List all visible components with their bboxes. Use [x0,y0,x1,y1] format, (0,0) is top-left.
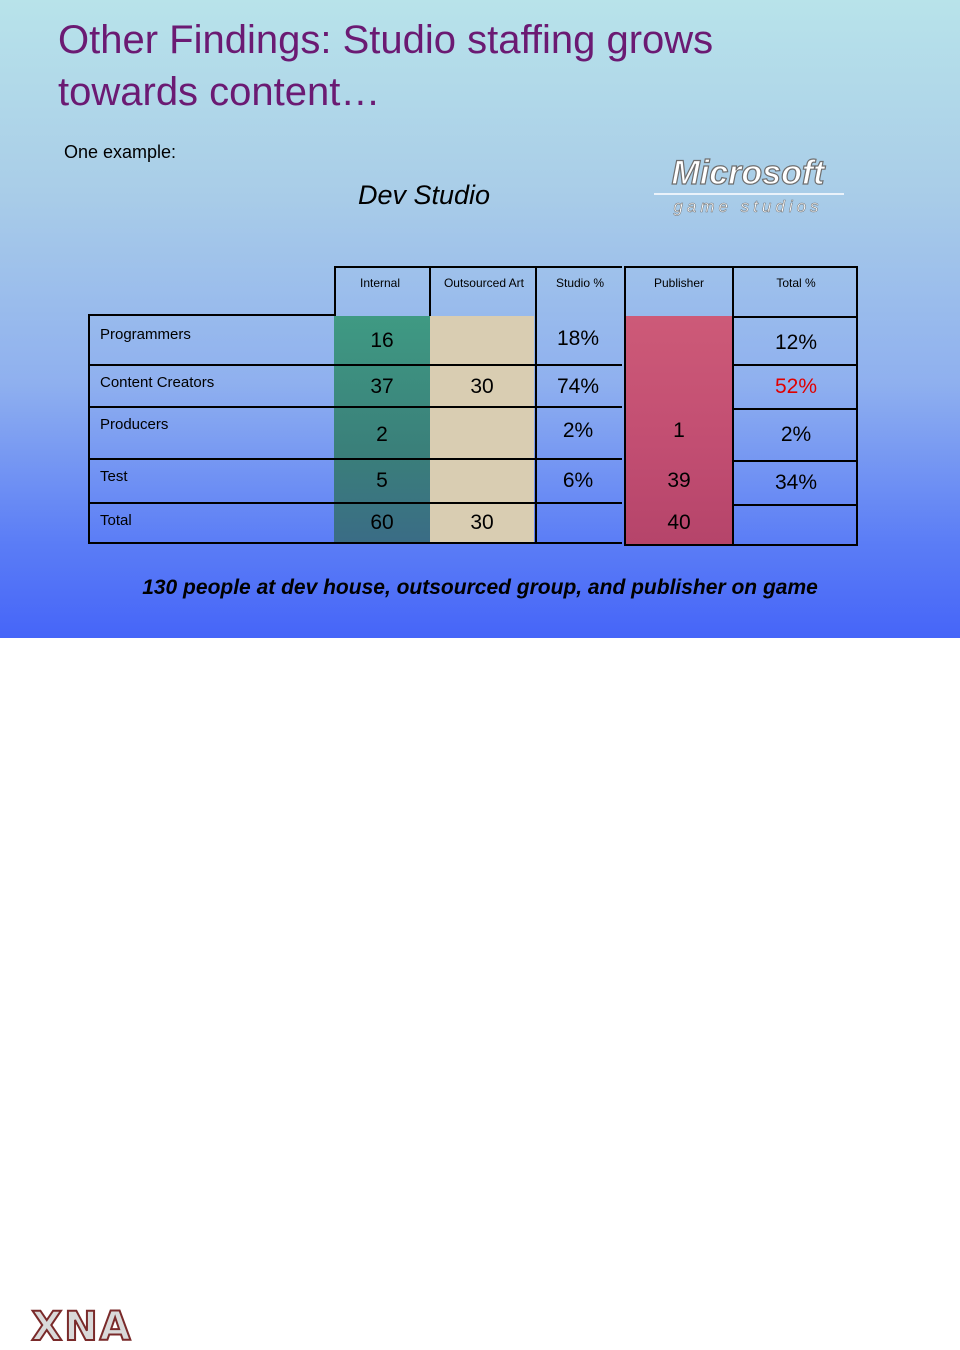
internal-total: 60 [370,511,394,534]
row-label-test: Test [100,468,128,485]
header-internal: Internal [359,276,401,290]
grid-line [88,542,622,544]
publisher-test: 39 [667,469,691,492]
grid-line [88,314,334,316]
total-pct-test: 34% [774,471,818,494]
publisher-table: Publisher Total % 1 39 40 12% 52% 2% 34% [624,266,858,546]
grid-line [734,316,858,318]
grid-line [624,544,858,546]
grid-line [88,502,622,504]
summary-caption: 130 people at dev house, outsourced grou… [142,576,818,599]
outsourced-total: 30 [470,511,494,534]
total-pct-content-creators: 52% [774,375,818,398]
header-publisher: Publisher [653,276,705,290]
microsoft-game-studios-logo: Microsoft game studios [654,153,844,216]
publisher-total: 40 [667,511,691,534]
outsourced-column-fill [430,316,534,544]
grid-line [88,314,90,544]
internal-producers: 2 [376,423,388,446]
publisher-column-fill [624,316,734,546]
logo-microsoft-text: Microsoft [672,154,827,192]
grid-line [734,460,858,462]
header-studio-pct: Studio % [555,276,605,290]
row-label-content-creators: Content Creators [100,374,215,391]
grid-line [624,266,626,546]
title-line-2: towards content… [58,70,381,114]
footer-bar: XNA [0,638,960,1350]
title-line-1: Other Findings: Studio staffing grows [58,18,714,62]
grid-line [856,266,858,546]
grid-line [334,266,336,316]
publisher-producers: 1 [673,419,685,442]
internal-test: 5 [376,469,388,492]
studio-pct-content-creators: 74% [556,375,600,398]
logo-game-studios-text: game studios [673,197,822,216]
slide-background: Other Findings: Studio staffing grows to… [0,0,960,638]
xna-logo-text: XNA [31,1304,132,1350]
grid-line [429,266,431,316]
grid-line [334,266,622,268]
internal-column-fill [334,316,430,544]
row-label-producers: Producers [100,416,169,433]
studio-pct-producers: 2% [562,419,594,442]
internal-content-creators: 37 [370,375,394,398]
grid-line [734,364,858,366]
internal-programmers: 16 [370,329,394,352]
slide-title: Other Findings: Studio staffing grows to… [58,14,918,118]
grid-line [535,266,537,544]
total-pct-producers: 2% [780,423,812,446]
row-label-total: Total [100,512,132,529]
header-total-pct: Total % [776,276,816,290]
grid-line [624,266,858,268]
total-pct-programmers: 12% [774,331,818,354]
studio-pct-test: 6% [562,469,594,492]
grid-line [734,408,858,410]
grid-line [88,406,622,408]
intro-text: One example: [64,142,177,162]
outsourced-content-creators: 30 [470,375,494,398]
row-label-programmers: Programmers [100,326,191,343]
table-subtitle: Dev Studio [358,180,491,210]
grid-line [732,266,734,546]
grid-line [88,364,622,366]
xna-logo: XNA [30,1303,132,1350]
grid-line [88,458,622,460]
studio-pct-programmers: 18% [556,327,600,350]
dev-studio-table: Internal Outsourced Art Studio % Program… [88,266,622,544]
header-outsourced-art: Outsourced Art [443,276,525,290]
grid-line [734,504,858,506]
